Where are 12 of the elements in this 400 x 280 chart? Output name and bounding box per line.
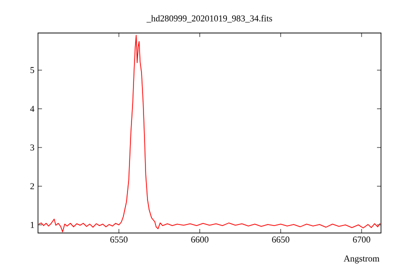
- x-tick-label: 6600: [191, 236, 208, 243]
- chart-title: _hd280999_20201019_983_34.fits: [146, 15, 272, 22]
- y-tick-label: 4: [30, 106, 34, 112]
- y-tick-label: 5: [30, 67, 34, 74]
- y-tick-label: 3: [30, 144, 34, 151]
- y-tick-label: 1: [30, 222, 34, 228]
- x-axis-title: Angstrom: [344, 256, 380, 264]
- line-series: [38, 34, 381, 232]
- x-tick-label: 6650: [272, 236, 290, 243]
- y-tick-label: 2: [30, 183, 34, 190]
- x-tick-label: 6700: [353, 236, 370, 243]
- x-tick-label: 6550: [110, 236, 128, 243]
